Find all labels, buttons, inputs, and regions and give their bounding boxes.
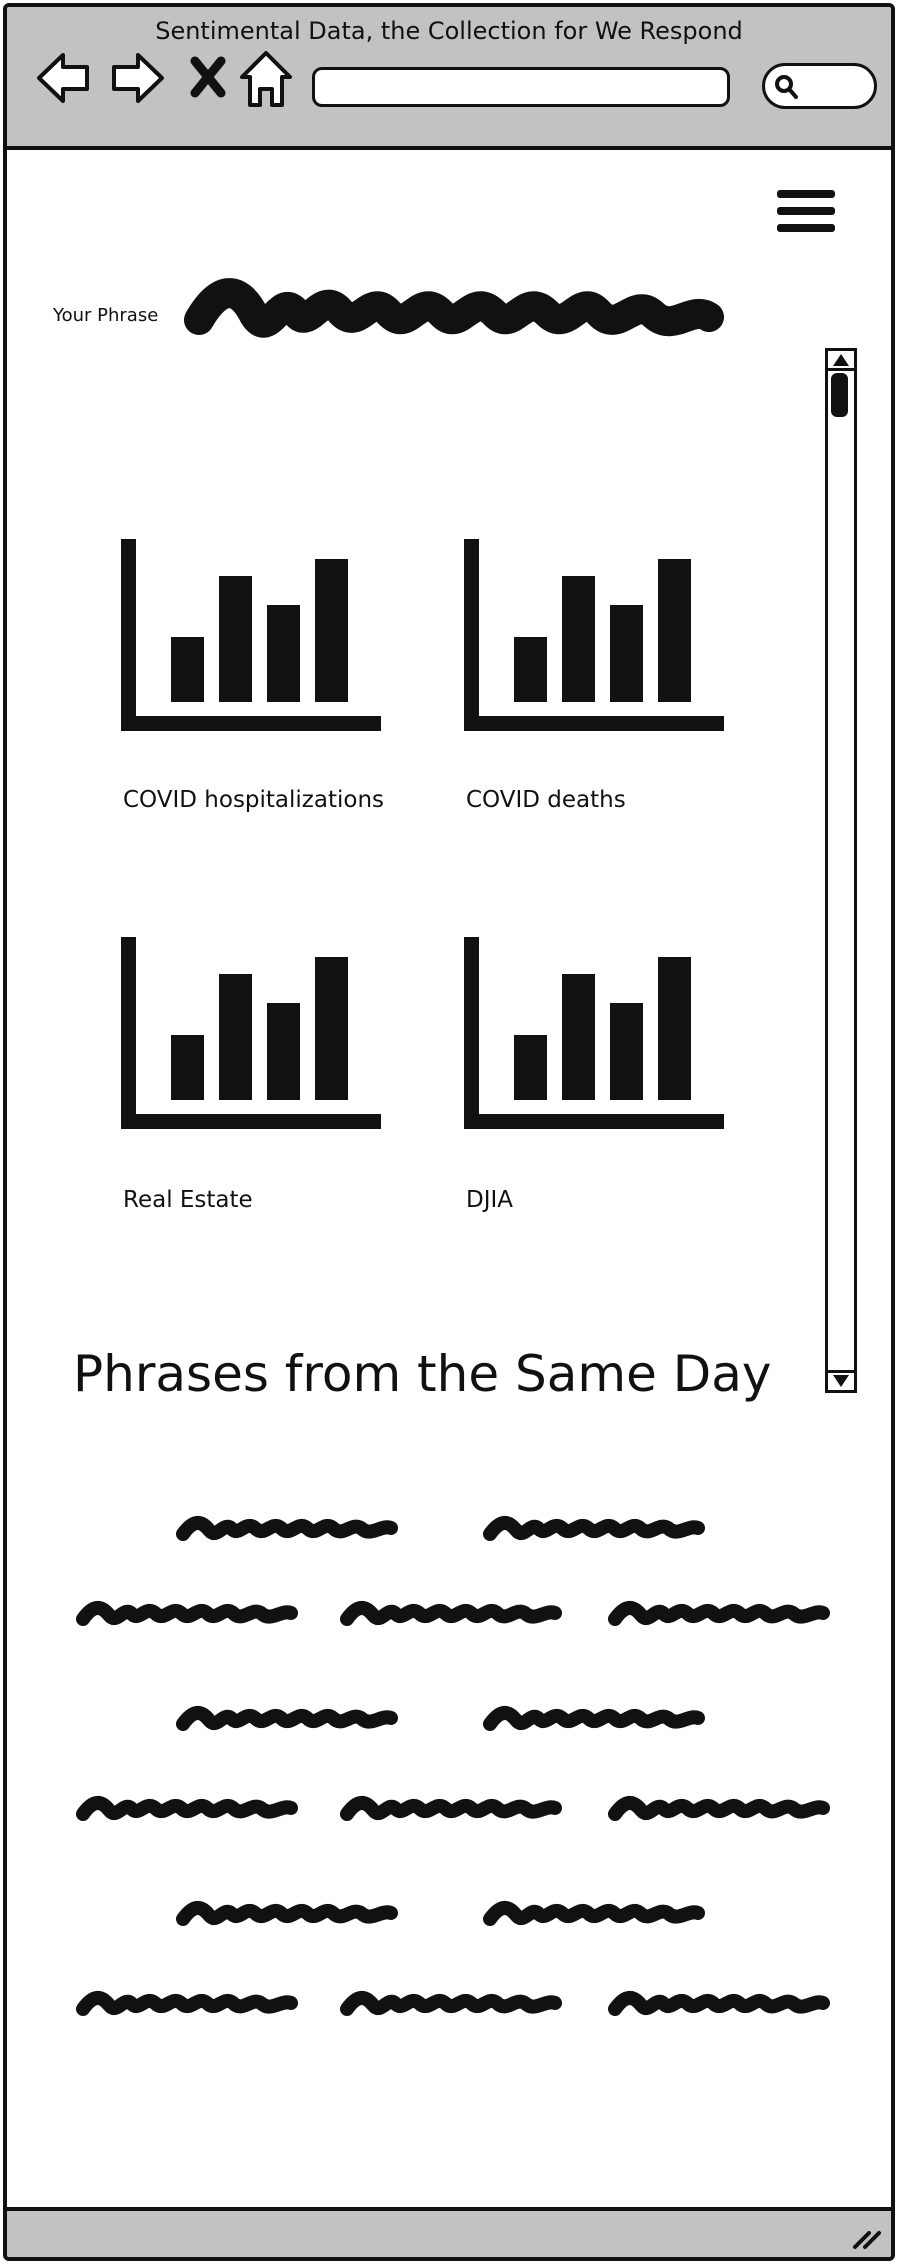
menu-line	[777, 207, 835, 215]
scrollbar-divider	[828, 368, 854, 371]
your-phrase-label: Your Phrase	[53, 305, 159, 326]
scrollbar-thumb[interactable]	[831, 373, 848, 417]
browser-window: Sentimental Data, the Collection for We …	[3, 3, 895, 2261]
redacted-phrase[interactable]	[175, 1512, 407, 1552]
same-day-section-title: Phrases from the Same Day	[73, 1345, 772, 1403]
window-title: Sentimental Data, the Collection for We …	[155, 17, 743, 45]
redacted-phrase[interactable]	[607, 1597, 839, 1637]
scroll-down-arrow-icon[interactable]	[832, 1374, 850, 1388]
redacted-phrase[interactable]	[482, 1512, 714, 1552]
redacted-phrase[interactable]	[75, 1792, 307, 1832]
chart-thumbnail-real-estate[interactable]	[121, 937, 386, 1137]
chart-thumbnail-covid-hospitalizations[interactable]	[121, 539, 386, 739]
redacted-phrase[interactable]	[339, 1987, 571, 2027]
chart-thumbnail-covid-deaths[interactable]	[464, 539, 729, 739]
search-input[interactable]	[762, 63, 877, 109]
your-phrase-redacted-text	[184, 278, 724, 338]
address-bar[interactable]	[312, 67, 730, 107]
redacted-phrase[interactable]	[482, 1897, 714, 1937]
close-icon[interactable]	[187, 55, 229, 99]
chart-label: COVID hospitalizations	[123, 787, 385, 813]
redacted-phrase[interactable]	[339, 1792, 571, 1832]
chart-label: Real Estate	[123, 1187, 253, 1213]
redacted-phrase[interactable]	[75, 1597, 307, 1637]
browser-toolbar: Sentimental Data, the Collection for We …	[7, 7, 891, 150]
resize-grip-icon[interactable]	[851, 2223, 881, 2249]
chart-label: DJIA	[466, 1187, 514, 1213]
vertical-scrollbar[interactable]	[825, 348, 857, 1393]
redacted-phrase[interactable]	[339, 1597, 571, 1637]
status-bar	[7, 2207, 891, 2257]
forward-arrow-icon[interactable]	[108, 49, 168, 107]
redacted-phrase[interactable]	[175, 1897, 407, 1937]
redacted-phrase[interactable]	[175, 1702, 407, 1742]
scroll-up-arrow-icon[interactable]	[832, 353, 850, 367]
back-arrow-icon[interactable]	[33, 49, 93, 107]
chart-label: COVID deaths	[466, 787, 626, 813]
redacted-phrase[interactable]	[75, 1987, 307, 2027]
hamburger-menu-icon[interactable]	[777, 190, 835, 240]
redacted-phrase[interactable]	[482, 1702, 714, 1742]
menu-line	[777, 190, 835, 198]
chart-thumbnail-djia[interactable]	[464, 937, 729, 1137]
home-icon[interactable]	[238, 49, 294, 109]
search-icon	[775, 75, 798, 99]
redacted-phrase[interactable]	[607, 1792, 839, 1832]
menu-line	[777, 224, 835, 232]
scrollbar-divider	[828, 1370, 854, 1373]
redacted-phrase[interactable]	[607, 1987, 839, 2027]
